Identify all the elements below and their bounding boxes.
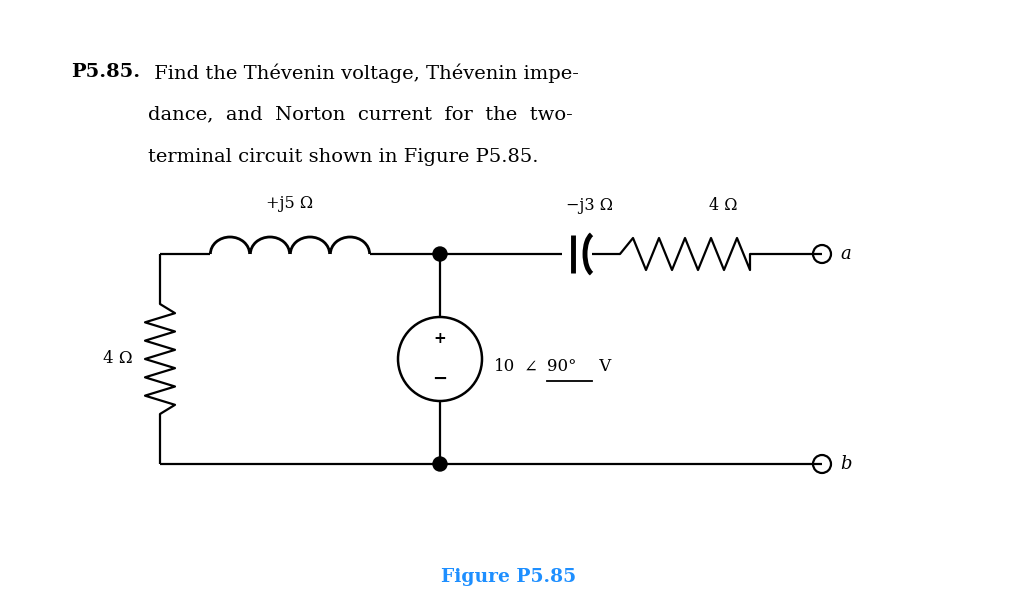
Text: b: b	[840, 455, 851, 473]
Text: P5.85.: P5.85.	[71, 63, 140, 82]
Text: 90°: 90°	[547, 359, 576, 376]
Text: ∠: ∠	[524, 359, 538, 376]
Text: 10: 10	[494, 359, 515, 376]
Text: dance,  and  Norton  current  for  the  two-: dance, and Norton current for the two-	[148, 106, 572, 124]
Text: 4 Ω: 4 Ω	[103, 350, 132, 367]
Text: −j3 Ω: −j3 Ω	[566, 197, 614, 214]
Text: Find the Thévenin voltage, Thévenin impe-: Find the Thévenin voltage, Thévenin impe…	[148, 63, 578, 83]
Text: 4 Ω: 4 Ω	[709, 197, 737, 214]
Text: Figure P5.85: Figure P5.85	[442, 568, 576, 586]
Text: terminal circuit shown in Figure P5.85.: terminal circuit shown in Figure P5.85.	[148, 148, 539, 166]
Circle shape	[433, 457, 447, 471]
Text: V: V	[593, 359, 611, 376]
Circle shape	[433, 247, 447, 261]
Text: a: a	[840, 245, 851, 263]
Text: −: −	[433, 370, 448, 388]
Text: +: +	[434, 332, 446, 347]
Text: +j5 Ω: +j5 Ω	[267, 195, 314, 212]
